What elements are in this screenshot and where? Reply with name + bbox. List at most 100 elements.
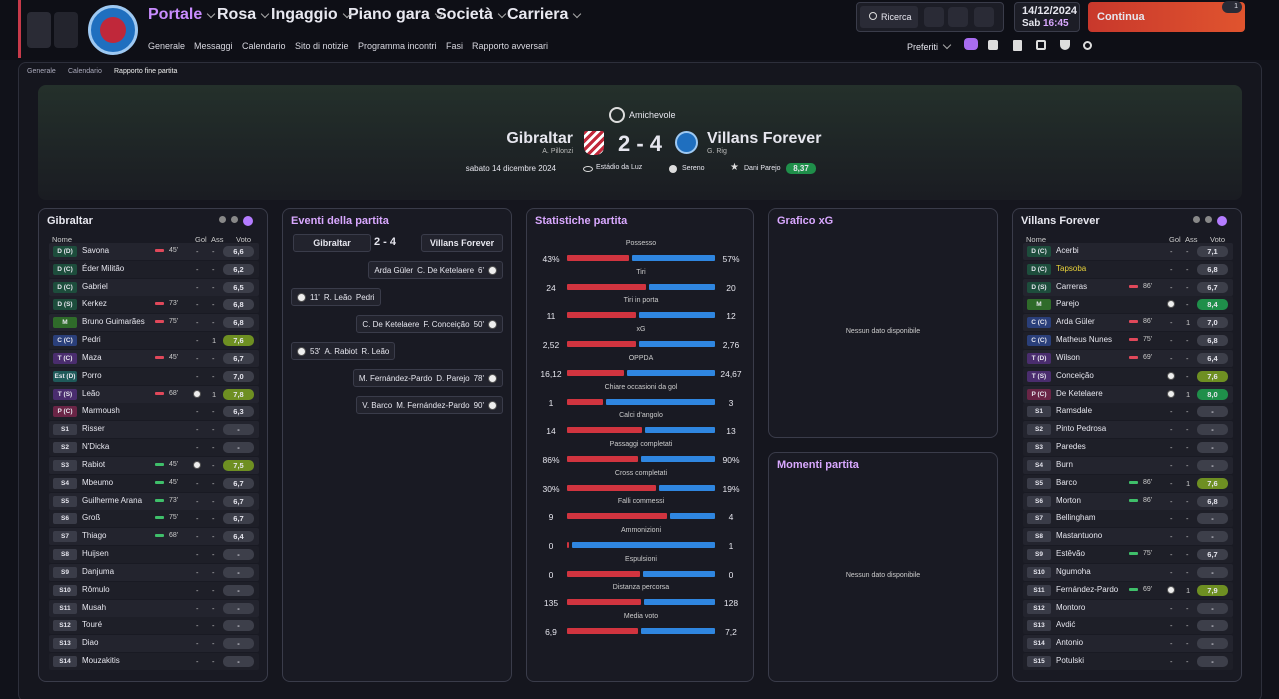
- nav-tab[interactable]: Portale: [148, 6, 203, 23]
- player-name[interactable]: Musah: [82, 602, 107, 612]
- report-icon[interactable]: [1013, 40, 1022, 51]
- player-row[interactable]: [1023, 421, 1233, 439]
- view-dot[interactable]: [1193, 216, 1200, 223]
- player-row[interactable]: [1023, 510, 1233, 528]
- player-row[interactable]: [49, 653, 259, 671]
- player-row[interactable]: [1023, 403, 1233, 421]
- nav-tab[interactable]: Ingaggio: [271, 6, 338, 23]
- nav-tab[interactable]: Carriera: [507, 6, 569, 23]
- world-button[interactable]: [948, 7, 968, 27]
- player-name[interactable]: Mbeumo: [82, 477, 114, 487]
- player-name[interactable]: Ngumoha: [1056, 566, 1091, 576]
- player-row[interactable]: [1023, 456, 1233, 474]
- player-name[interactable]: Groß: [82, 513, 101, 523]
- player-name[interactable]: Antonio: [1056, 638, 1084, 648]
- player-row[interactable]: [49, 546, 259, 564]
- trophy-icon[interactable]: [1060, 40, 1070, 50]
- player-row[interactable]: [49, 403, 259, 421]
- player-name[interactable]: Diao: [82, 638, 99, 648]
- notes-button[interactable]: [924, 7, 944, 27]
- player-row[interactable]: [49, 563, 259, 581]
- player-name[interactable]: Gabriel: [82, 281, 108, 291]
- player-name[interactable]: Touré: [82, 620, 103, 630]
- player-row[interactable]: [1023, 581, 1233, 599]
- view-dot[interactable]: [219, 216, 226, 223]
- player-row[interactable]: [49, 314, 259, 332]
- player-row[interactable]: [49, 528, 259, 546]
- nav-tab[interactable]: Rosa: [217, 6, 257, 23]
- player-name[interactable]: Rabiot: [82, 459, 106, 469]
- player-name[interactable]: Mouzakitis: [82, 656, 120, 666]
- player-name[interactable]: Pinto Pedrosa: [1056, 424, 1107, 434]
- back-button[interactable]: [27, 12, 51, 48]
- player-name[interactable]: Éder Militão: [82, 263, 125, 273]
- player-row[interactable]: [1023, 617, 1233, 635]
- player-name[interactable]: Maza: [82, 352, 102, 362]
- player-name[interactable]: Kerkez: [82, 299, 107, 309]
- player-row[interactable]: [1023, 439, 1233, 457]
- player-name[interactable]: Morton: [1056, 495, 1081, 505]
- player-row[interactable]: [49, 439, 259, 457]
- tactics-icon[interactable]: [1036, 40, 1046, 50]
- search-button[interactable]: [860, 6, 918, 28]
- player-row[interactable]: [1023, 296, 1233, 314]
- player-row[interactable]: [1023, 260, 1233, 278]
- player-name[interactable]: Montoro: [1056, 602, 1086, 612]
- view-dot[interactable]: [231, 216, 238, 223]
- player-row[interactable]: [1023, 474, 1233, 492]
- player-row[interactable]: [49, 385, 259, 403]
- player-row[interactable]: [49, 456, 259, 474]
- player-row[interactable]: [1023, 349, 1233, 367]
- player-row[interactable]: [49, 278, 259, 296]
- player-row[interactable]: [49, 510, 259, 528]
- subnav-link[interactable]: Generale: [148, 41, 186, 51]
- breadcrumb[interactable]: Generale: [27, 68, 56, 75]
- view-dot[interactable]: [243, 216, 253, 226]
- player-name[interactable]: Parejo: [1056, 299, 1080, 309]
- player-name[interactable]: Acerbi: [1056, 246, 1079, 255]
- forward-button[interactable]: [54, 12, 78, 48]
- player-name[interactable]: Potulski: [1056, 656, 1085, 666]
- player-name[interactable]: Savona: [82, 246, 110, 255]
- player-name[interactable]: Burn: [1056, 459, 1073, 469]
- player-row[interactable]: [1023, 314, 1233, 332]
- player-name[interactable]: Avdić: [1056, 620, 1076, 630]
- player-name[interactable]: Guilherme Arana: [82, 495, 143, 505]
- view-dot[interactable]: [1217, 216, 1227, 226]
- player-row[interactable]: [1023, 653, 1233, 671]
- home-team[interactable]: Gibraltar: [506, 130, 573, 147]
- player-name[interactable]: Paredes: [1056, 442, 1086, 452]
- player-name[interactable]: Conceição: [1056, 370, 1094, 380]
- player-name[interactable]: N'Dicka: [82, 442, 110, 452]
- events-home[interactable]: Gibraltar: [313, 238, 351, 248]
- continue-button[interactable]: [1088, 2, 1245, 32]
- player-row[interactable]: [49, 474, 259, 492]
- player-row[interactable]: [49, 599, 259, 617]
- player-row[interactable]: [49, 260, 259, 278]
- player-row[interactable]: [49, 635, 259, 653]
- subnav-link[interactable]: Calendario: [242, 41, 286, 51]
- breadcrumb[interactable]: Calendario: [68, 68, 102, 75]
- player-name[interactable]: Pedri: [82, 335, 101, 345]
- date-box[interactable]: [1014, 2, 1080, 32]
- player-row[interactable]: [1023, 385, 1233, 403]
- refresh-icon[interactable]: [1083, 41, 1092, 50]
- player-name[interactable]: Barco: [1056, 477, 1077, 487]
- favourites[interactable]: Preferiti: [907, 42, 939, 52]
- player-row[interactable]: [49, 296, 259, 314]
- player-row[interactable]: [49, 617, 259, 635]
- away-team[interactable]: Villans Forever: [707, 130, 822, 147]
- view-dot[interactable]: [1205, 216, 1212, 223]
- player-row[interactable]: [1023, 492, 1233, 510]
- home-manager[interactable]: A. Pillonzi: [542, 148, 573, 155]
- player-row[interactable]: [1023, 243, 1233, 260]
- player-name[interactable]: Tapsoba: [1056, 263, 1087, 273]
- player-row[interactable]: [49, 332, 259, 350]
- player-name[interactable]: Danjuma: [82, 566, 115, 576]
- player-row[interactable]: [1023, 599, 1233, 617]
- player-name[interactable]: Arda Güler: [1056, 317, 1095, 327]
- player-row[interactable]: [1023, 278, 1233, 296]
- player-name[interactable]: Leão: [82, 388, 100, 398]
- chat-icon[interactable]: [964, 38, 978, 50]
- kit-icon[interactable]: [988, 40, 998, 50]
